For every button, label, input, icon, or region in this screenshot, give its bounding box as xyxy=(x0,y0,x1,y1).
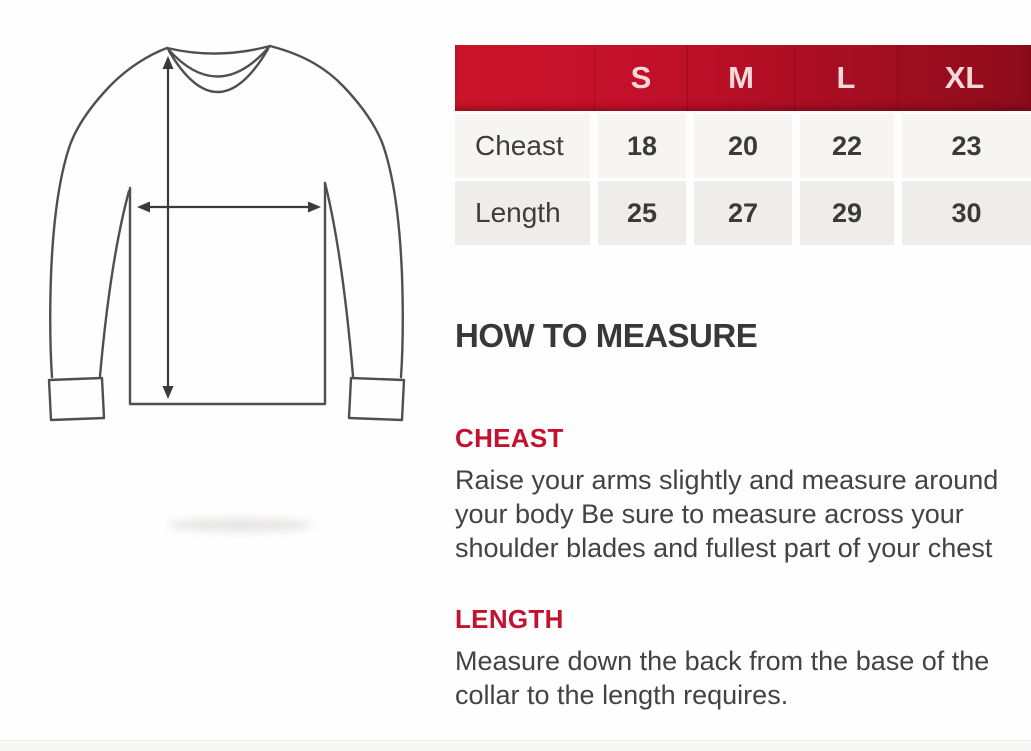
measure-section-cheast: CHEAST Raise your arms slightly and meas… xyxy=(455,423,1031,565)
shirt-collar-outer xyxy=(167,47,270,94)
length-value-s: 25 xyxy=(598,181,686,245)
shirt-collar-back xyxy=(165,44,272,55)
size-column-xl: XL xyxy=(897,45,1031,111)
shirt-right-sleeve-outline xyxy=(268,44,404,379)
shirt-right-inner-sleeve xyxy=(323,181,355,378)
shirt-left-cuff xyxy=(47,376,106,422)
row-label-cheast: Cheast xyxy=(455,114,590,178)
cheast-value-s: 18 xyxy=(598,114,686,178)
table-row-cheast: Cheast 18 20 22 23 xyxy=(455,114,1031,178)
shirt-right-cuff xyxy=(347,376,406,422)
length-value-m: 27 xyxy=(694,181,792,245)
cheast-value-xl: 23 xyxy=(902,114,1031,178)
row-label-length: Length xyxy=(455,181,590,245)
bottom-strip xyxy=(0,740,1031,751)
length-instructions: Measure down the back from the base of t… xyxy=(455,646,990,710)
cheast-value-l: 22 xyxy=(800,114,894,178)
shirt-collar-inner xyxy=(166,45,271,78)
measure-section-length: LENGTH Measure down the back from the ba… xyxy=(455,604,1031,712)
size-column-s: S xyxy=(594,45,687,111)
size-table-corner-cell xyxy=(455,45,594,111)
cheast-instructions: Raise your arms slightly and measure aro… xyxy=(455,465,999,563)
shirt-torso-outline xyxy=(128,181,327,406)
length-heading: LENGTH xyxy=(455,604,564,634)
shirt-left-inner-sleeve xyxy=(98,189,131,378)
length-arrow-icon xyxy=(162,56,174,399)
size-column-l: L xyxy=(794,45,897,111)
size-column-m: M xyxy=(687,45,794,111)
how-to-measure-title: HOW TO MEASURE xyxy=(455,317,758,354)
paper-smudge xyxy=(168,518,313,532)
chest-arrow-icon xyxy=(137,201,321,213)
size-table: S M L XL Cheast 18 20 22 23 Length 25 27… xyxy=(455,45,1031,245)
table-row-length: Length 25 27 29 30 xyxy=(455,181,1031,245)
length-value-l: 29 xyxy=(800,181,894,245)
cheast-value-m: 20 xyxy=(694,114,792,178)
shirt-left-sleeve-outline xyxy=(49,46,169,379)
shirt-measurement-diagram xyxy=(25,25,425,465)
size-table-header: S M L XL xyxy=(455,45,1031,111)
length-value-xl: 30 xyxy=(902,181,1031,245)
cheast-heading: CHEAST xyxy=(455,423,564,453)
